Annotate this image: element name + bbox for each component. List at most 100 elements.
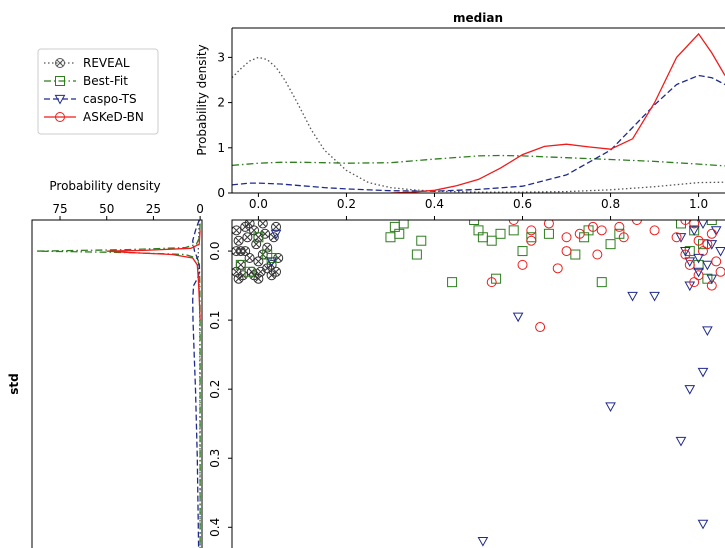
scatter-point-caspo-ts (649, 291, 660, 302)
scatter-point-asked-bn (543, 220, 554, 229)
scatter-y-tick-label: 0.0 (208, 242, 222, 261)
scatter-point-best-fit (596, 277, 607, 288)
scatter-point-best-fit (605, 239, 616, 250)
scatter-point-caspo-ts (680, 246, 691, 257)
scatter-point-caspo-ts (477, 536, 489, 547)
scatter-point-asked-bn (596, 225, 607, 236)
scatter-point-caspo-ts (693, 267, 704, 278)
scatter-point-asked-bn (517, 259, 528, 270)
legend-entry-asked-bn: ASKeD-BN (44, 110, 144, 124)
scatter-point-asked-bn (561, 232, 572, 243)
scatter-point-caspo-ts (684, 257, 696, 267)
scatter-point-caspo-ts (715, 246, 725, 257)
top-x-ticks: 0.0 0.2 0.4 0.6 0.8 1.0 (249, 193, 708, 211)
scatter-point-asked-bn (614, 221, 625, 232)
scatter-point-best-fit (517, 246, 528, 257)
legend-label: Best-Fit (83, 74, 128, 88)
legend-box (37, 48, 159, 135)
scatter-point-best-fit (398, 220, 409, 229)
scatter-y-tick-label: 0.3 (208, 449, 222, 468)
scatter-y-tick-label: 0.4 (208, 518, 222, 537)
top-line-reveal (232, 56, 725, 193)
scatter-point-reveal (268, 232, 279, 243)
scatter-point-asked-bn (706, 280, 717, 291)
legend: REVEAL Best-Fit caspo-TS ASKeD-BN (37, 48, 159, 135)
top-y-tick-label: 0 (217, 186, 225, 200)
scatter-point-asked-bn (631, 220, 642, 225)
scatter-point-best-fit (495, 228, 506, 239)
scatter-point-best-fit (675, 220, 686, 229)
scatter-x-ticks (257, 216, 700, 220)
scatter-point-asked-bn (552, 263, 563, 274)
scatter-point-best-fit (526, 232, 537, 243)
scatter-point-caspo-ts (693, 253, 704, 264)
left-line-best-fit (35, 223, 201, 548)
scatter-point-caspo-ts (706, 240, 718, 250)
scatter-axes-frame (231, 219, 725, 548)
top-x-tick-label: 0.0 (249, 197, 268, 211)
left-x-tick-label: 75 (52, 202, 67, 216)
scatter-point-asked-bn (680, 249, 691, 260)
scatter-point-caspo-ts (698, 220, 708, 229)
top-panel-title: median (453, 11, 503, 25)
scatter-point-asked-bn (706, 228, 717, 239)
scatter-point-reveal (271, 266, 282, 277)
scatter-point-reveal (232, 225, 242, 236)
scatter-point-asked-bn (587, 221, 598, 232)
legend-marker (55, 112, 65, 122)
scatter-point-caspo-ts (627, 291, 638, 302)
scatter-point-caspo-ts (697, 367, 709, 378)
legend-marker (54, 94, 66, 105)
scatter-point-caspo-ts (605, 402, 616, 412)
scatter-point-asked-bn (526, 225, 537, 236)
legend-marker (55, 58, 65, 68)
left-axes-frame (31, 219, 203, 548)
scatter-point-best-fit (570, 249, 581, 260)
left-x-tick-label: 25 (146, 202, 161, 216)
scatter-point-asked-bn (693, 270, 704, 281)
left-x-axis-label: Probability density (49, 179, 160, 193)
scatter-point-best-fit (235, 259, 246, 270)
scatter-point-caspo-ts (688, 226, 700, 236)
left-line-asked-bn (106, 230, 201, 321)
scatter-point-best-fit (447, 277, 458, 288)
scatter-point-reveal (235, 259, 246, 270)
scatter-point-caspo-ts (512, 312, 524, 323)
scatter-point-caspo-ts (266, 257, 277, 267)
top-x-tick-label: 0.6 (513, 197, 532, 211)
scatter-point-reveal (271, 221, 282, 232)
scatter-y-ticks: 0.0 0.1 0.2 0.3 0.4 (208, 242, 232, 537)
scatter-point-reveal (233, 273, 244, 284)
top-density-lines (232, 32, 725, 193)
top-x-tick-label: 0.4 (425, 197, 444, 211)
legend-entry-reveal: REVEAL (44, 56, 130, 70)
scatter-point-best-fit (543, 228, 554, 239)
legend-entry-best-fit: Best-Fit (44, 74, 128, 88)
scatter-point-best-fit (416, 235, 427, 246)
top-y-ticks: 0 1 2 3 (217, 50, 232, 200)
scatter-point-reveal (262, 242, 273, 253)
scatter-point-asked-bn (693, 235, 704, 246)
legend-entry-caspo-ts: caspo-TS (44, 92, 137, 106)
scatter-point-asked-bn (689, 220, 700, 229)
scatter-point-caspo-ts (697, 519, 709, 530)
scatter-point-caspo-ts (684, 385, 696, 395)
scatter-point-asked-bn (697, 246, 708, 257)
scatter-point-best-fit (702, 273, 713, 284)
legend-marker (55, 76, 65, 86)
scatter-point-asked-bn (592, 249, 603, 260)
legend-label: REVEAL (83, 56, 130, 70)
left-density-panel: Probability density std 75 50 25 0 (7, 179, 204, 548)
scatter-point-asked-bn (702, 239, 713, 250)
scatter-point-reveal (253, 256, 264, 267)
scatter-point-best-fit (385, 232, 396, 243)
scatter-point-asked-bn (535, 322, 546, 333)
top-line-best-fit (232, 154, 725, 167)
scatter-panel: 0.0 0.1 0.2 0.3 0.4 (208, 216, 725, 548)
scatter-point-caspo-ts (706, 274, 718, 285)
scatter-point-reveal (242, 232, 253, 243)
top-y-tick-label: 3 (217, 50, 225, 64)
scatter-point-reveal (233, 235, 244, 246)
